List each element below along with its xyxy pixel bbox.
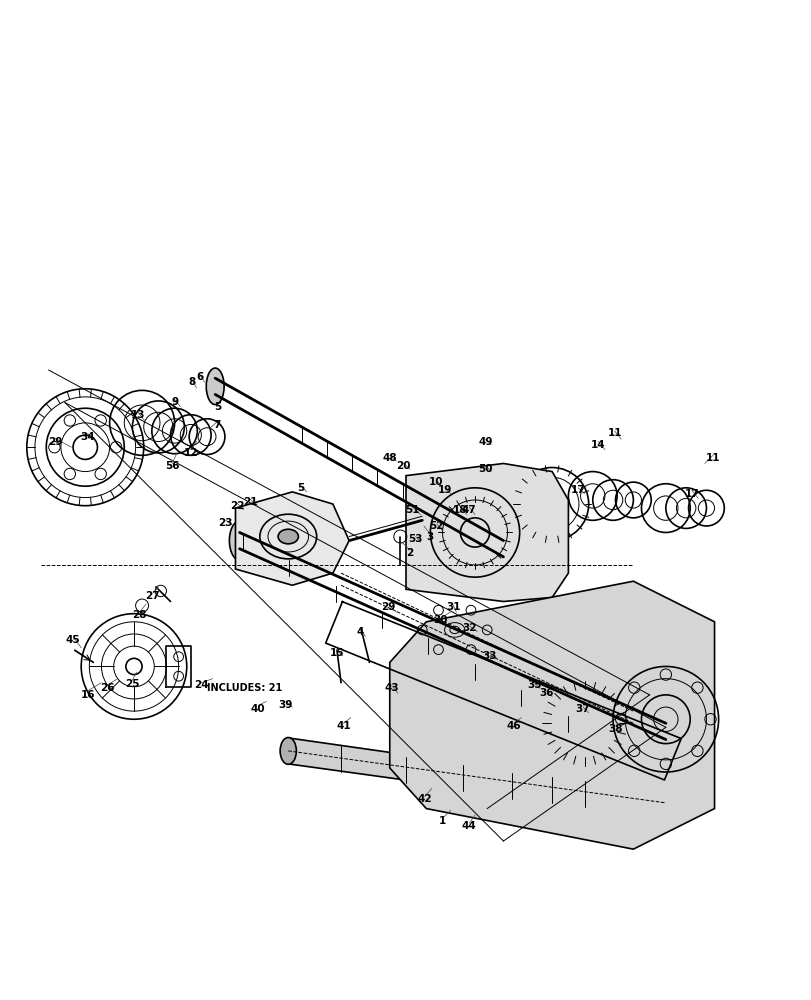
Text: 29: 29	[48, 437, 62, 447]
Text: 37: 37	[575, 704, 590, 714]
Text: 40: 40	[251, 704, 265, 714]
Text: 21: 21	[242, 497, 257, 507]
Text: 13: 13	[131, 410, 145, 420]
Text: 2: 2	[406, 548, 413, 558]
Text: 52: 52	[429, 521, 444, 531]
Text: 5: 5	[297, 483, 303, 493]
Text: 51: 51	[405, 505, 419, 515]
Text: 46: 46	[506, 721, 521, 731]
Text: 42: 42	[417, 794, 431, 804]
Text: 17: 17	[570, 485, 585, 495]
Text: 36: 36	[539, 688, 553, 698]
Ellipse shape	[206, 368, 224, 405]
Polygon shape	[478, 646, 649, 792]
Text: 19: 19	[437, 485, 452, 495]
Ellipse shape	[229, 521, 249, 560]
Text: 41: 41	[336, 721, 350, 731]
Text: 8: 8	[189, 377, 195, 387]
Text: 10: 10	[428, 477, 443, 487]
Text: 43: 43	[384, 683, 398, 693]
Text: 25: 25	[125, 679, 139, 689]
Text: 14: 14	[590, 440, 605, 450]
Ellipse shape	[654, 711, 675, 752]
Text: 35: 35	[526, 680, 541, 690]
Text: 30: 30	[433, 615, 448, 625]
Text: 27: 27	[145, 591, 160, 601]
Text: 11: 11	[705, 453, 719, 463]
Text: 6: 6	[196, 372, 203, 382]
Text: 45: 45	[66, 635, 80, 645]
Polygon shape	[389, 581, 714, 849]
Ellipse shape	[280, 738, 296, 764]
Ellipse shape	[277, 529, 298, 544]
Text: INCLUDES: 21: INCLUDES: 21	[207, 683, 282, 693]
Text: 22: 22	[230, 501, 244, 511]
Text: 38: 38	[607, 724, 622, 734]
Text: 11: 11	[607, 428, 621, 438]
Text: 53: 53	[408, 534, 423, 544]
Text: 1: 1	[439, 816, 445, 826]
Polygon shape	[406, 463, 568, 601]
Text: 24: 24	[194, 680, 208, 690]
Polygon shape	[288, 738, 641, 813]
Text: 50: 50	[478, 464, 492, 474]
Text: 15: 15	[329, 648, 344, 658]
Text: 3: 3	[427, 532, 433, 542]
Text: 5: 5	[214, 402, 221, 412]
Text: 28: 28	[132, 610, 147, 620]
Text: 23: 23	[218, 518, 233, 528]
Text: 16: 16	[80, 690, 95, 700]
Text: 32: 32	[461, 623, 476, 633]
Text: 20: 20	[396, 461, 410, 471]
Text: 18: 18	[453, 505, 467, 515]
Text: 49: 49	[478, 437, 492, 447]
Polygon shape	[235, 492, 349, 585]
Text: 47: 47	[461, 505, 476, 515]
Text: 26: 26	[100, 683, 114, 693]
Text: 29: 29	[380, 602, 395, 612]
Text: 33: 33	[482, 651, 496, 661]
Text: 9: 9	[171, 397, 178, 407]
Text: 17: 17	[684, 489, 698, 499]
Text: 39: 39	[278, 700, 293, 710]
Text: 12: 12	[183, 448, 198, 458]
Text: 48: 48	[382, 453, 397, 463]
Text: 56: 56	[165, 461, 179, 471]
Text: 34: 34	[80, 432, 95, 442]
Text: 7: 7	[212, 420, 221, 430]
Text: 44: 44	[461, 821, 476, 831]
Ellipse shape	[633, 788, 648, 813]
Text: 31: 31	[445, 602, 460, 612]
Text: 4: 4	[355, 627, 363, 637]
